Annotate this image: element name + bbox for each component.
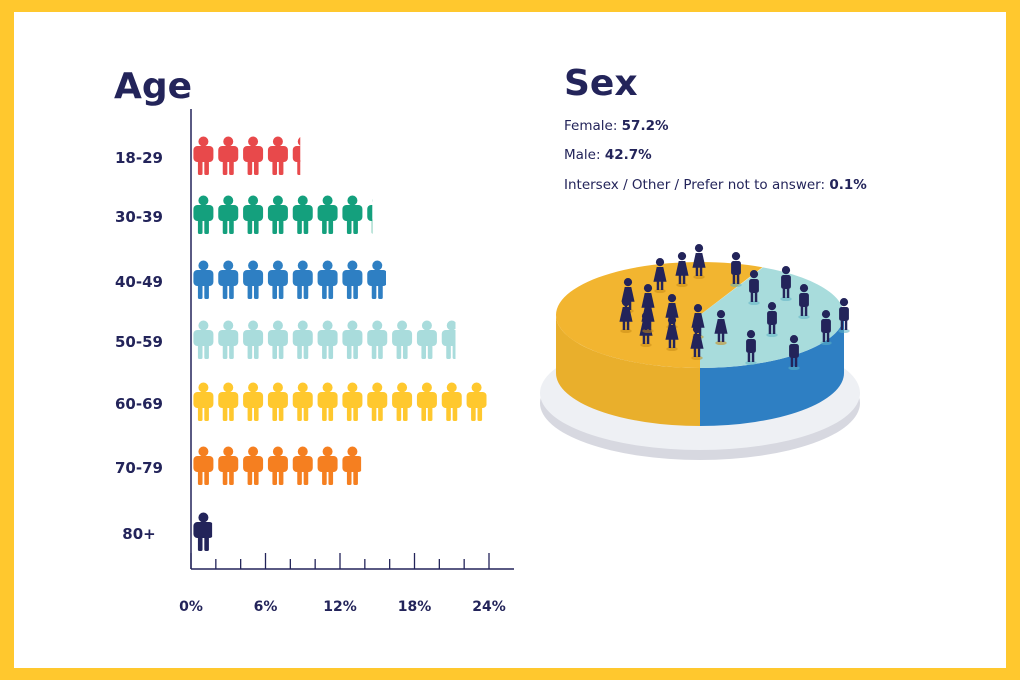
age-chart: Age 18-29 30-39 40-49 50-59 60-69 70-79 80+ 0%… [114,66,514,615]
female-figure-icon [675,252,689,288]
male-figure-icon [780,266,792,302]
age-bar-40-49 [193,260,386,299]
female-figure-icon [690,325,704,361]
pie-3d [540,244,860,460]
age-bar-50-59 [193,320,456,359]
male-figure-icon [748,270,760,306]
age-label-40-49: 40-49 [115,273,163,291]
age-bar-80+ [193,512,213,551]
female-figure-icon [665,316,679,352]
legend-male-value: 42.7% [604,147,652,163]
age-bar-60-69 [193,382,487,421]
age-label-30-39: 30-39 [115,208,163,226]
male-figure-icon [788,335,800,371]
age-bar-18-29 [193,136,301,175]
pie-side-male [700,315,844,426]
infographic-frame: Age 18-29 30-39 40-49 50-59 60-69 70-79 80+ 0%… [14,12,1006,668]
legend-other-label: Intersex / Other / Prefer not to answer [564,177,821,193]
legend-female-value: 57.2% [621,118,669,134]
female-figure-icon [641,298,655,334]
pie-slice-female [556,262,763,368]
x-tick-label: 24% [472,599,506,615]
female-figure-icon [619,298,633,334]
age-label-60-69: 60-69 [115,395,163,413]
male-figure-icon [798,284,810,320]
female-figure-icon [692,244,706,280]
male-figure-icon [838,298,850,334]
male-figure-icon [820,310,832,346]
female-figure-icon [653,258,667,294]
legend-female: Female: 57.2% [564,118,669,134]
legend-male-label: Male [564,147,596,163]
legend-female-label: Female [564,118,613,134]
age-bar-70-79 [193,446,362,485]
age-title: Age [114,66,192,107]
pie-slice-other [700,267,763,315]
x-tick-label: 6% [254,599,278,615]
age-label-80+: 80+ [122,525,155,543]
male-figure-icon [745,330,757,366]
x-tick-label: 0% [179,599,203,615]
age-label-18-29: 18-29 [115,149,163,167]
age-label-50-59: 50-59 [115,333,163,351]
pie-side-female [556,315,700,426]
sex-chart: Sex [540,63,860,460]
age-axis: 0% 6% 12% 18% 24% [179,109,514,615]
x-tick-label: 18% [398,599,432,615]
male-figure-icon [766,302,778,338]
sex-title: Sex [564,63,638,104]
x-tick-label: 12% [323,599,357,615]
legend-male: Male: 42.7% [564,147,652,163]
age-bars: 18-29 30-39 40-49 50-59 60-69 70-79 80+ [115,136,487,551]
male-figure-icon [730,252,742,288]
legend-other: Intersex / Other / Prefer not to answer:… [564,177,867,193]
legend-other-value: 0.1% [829,177,867,193]
age-label-70-79: 70-79 [115,459,163,477]
female-figure-icon [714,310,728,346]
age-bar-30-39 [193,195,373,234]
